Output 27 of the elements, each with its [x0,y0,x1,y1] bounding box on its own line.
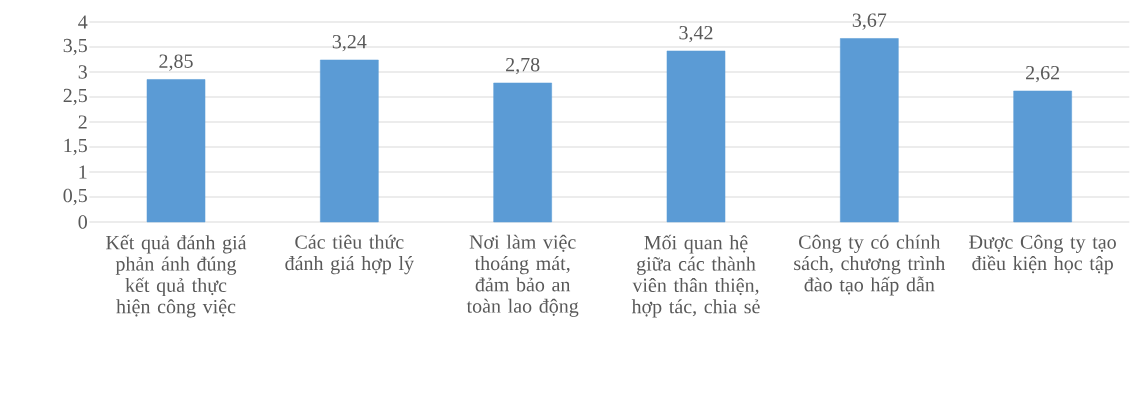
y-tick-label: 1,5 [64,139,87,156]
y-tick-label: 2 [78,115,87,129]
y-tick-label: 3 [78,65,87,79]
x-tick-label: Công ty có chính sách, chương trình đào tạo hấp dẫn [794,234,946,296]
x-tick-label: Được Công ty tạo điều kiện học tập [969,234,1116,275]
bar [1013,90,1072,223]
y-tick-label: 0 [78,215,87,229]
data-label: 2,78 [506,58,540,75]
y-tick-label: 2,5 [63,89,87,106]
bar [840,38,899,223]
bar [320,59,379,223]
y-tick-label: 0,5 [63,188,87,206]
data-label: 2,62 [1026,66,1060,83]
data-label: 3,42 [679,26,713,43]
y-tick-label: 3,5 [63,39,87,56]
x-tick-label: Nơi làm việc thoáng mát, đảm bảo an toàn lao động [466,234,579,318]
x-tick-label: Các tiêu thức đánh giá hợp lý [285,234,414,275]
x-tick-label: Kết quả đánh giá phản ánh đúng kết quả thực hiện công việc [106,234,247,318]
bar [666,50,726,223]
y-tick-label: 1 [79,165,87,179]
bar [493,82,552,223]
data-label: 3,67 [852,13,887,30]
y-tick-label: 4 [78,15,88,29]
x-tick-label: Mối quan hệ giữa các thành viên thân thiện, hợp tác, chia sẻ [631,234,760,318]
bar [146,79,206,223]
data-label: 3,24 [332,35,367,52]
data-label: 2,85 [159,54,193,71]
